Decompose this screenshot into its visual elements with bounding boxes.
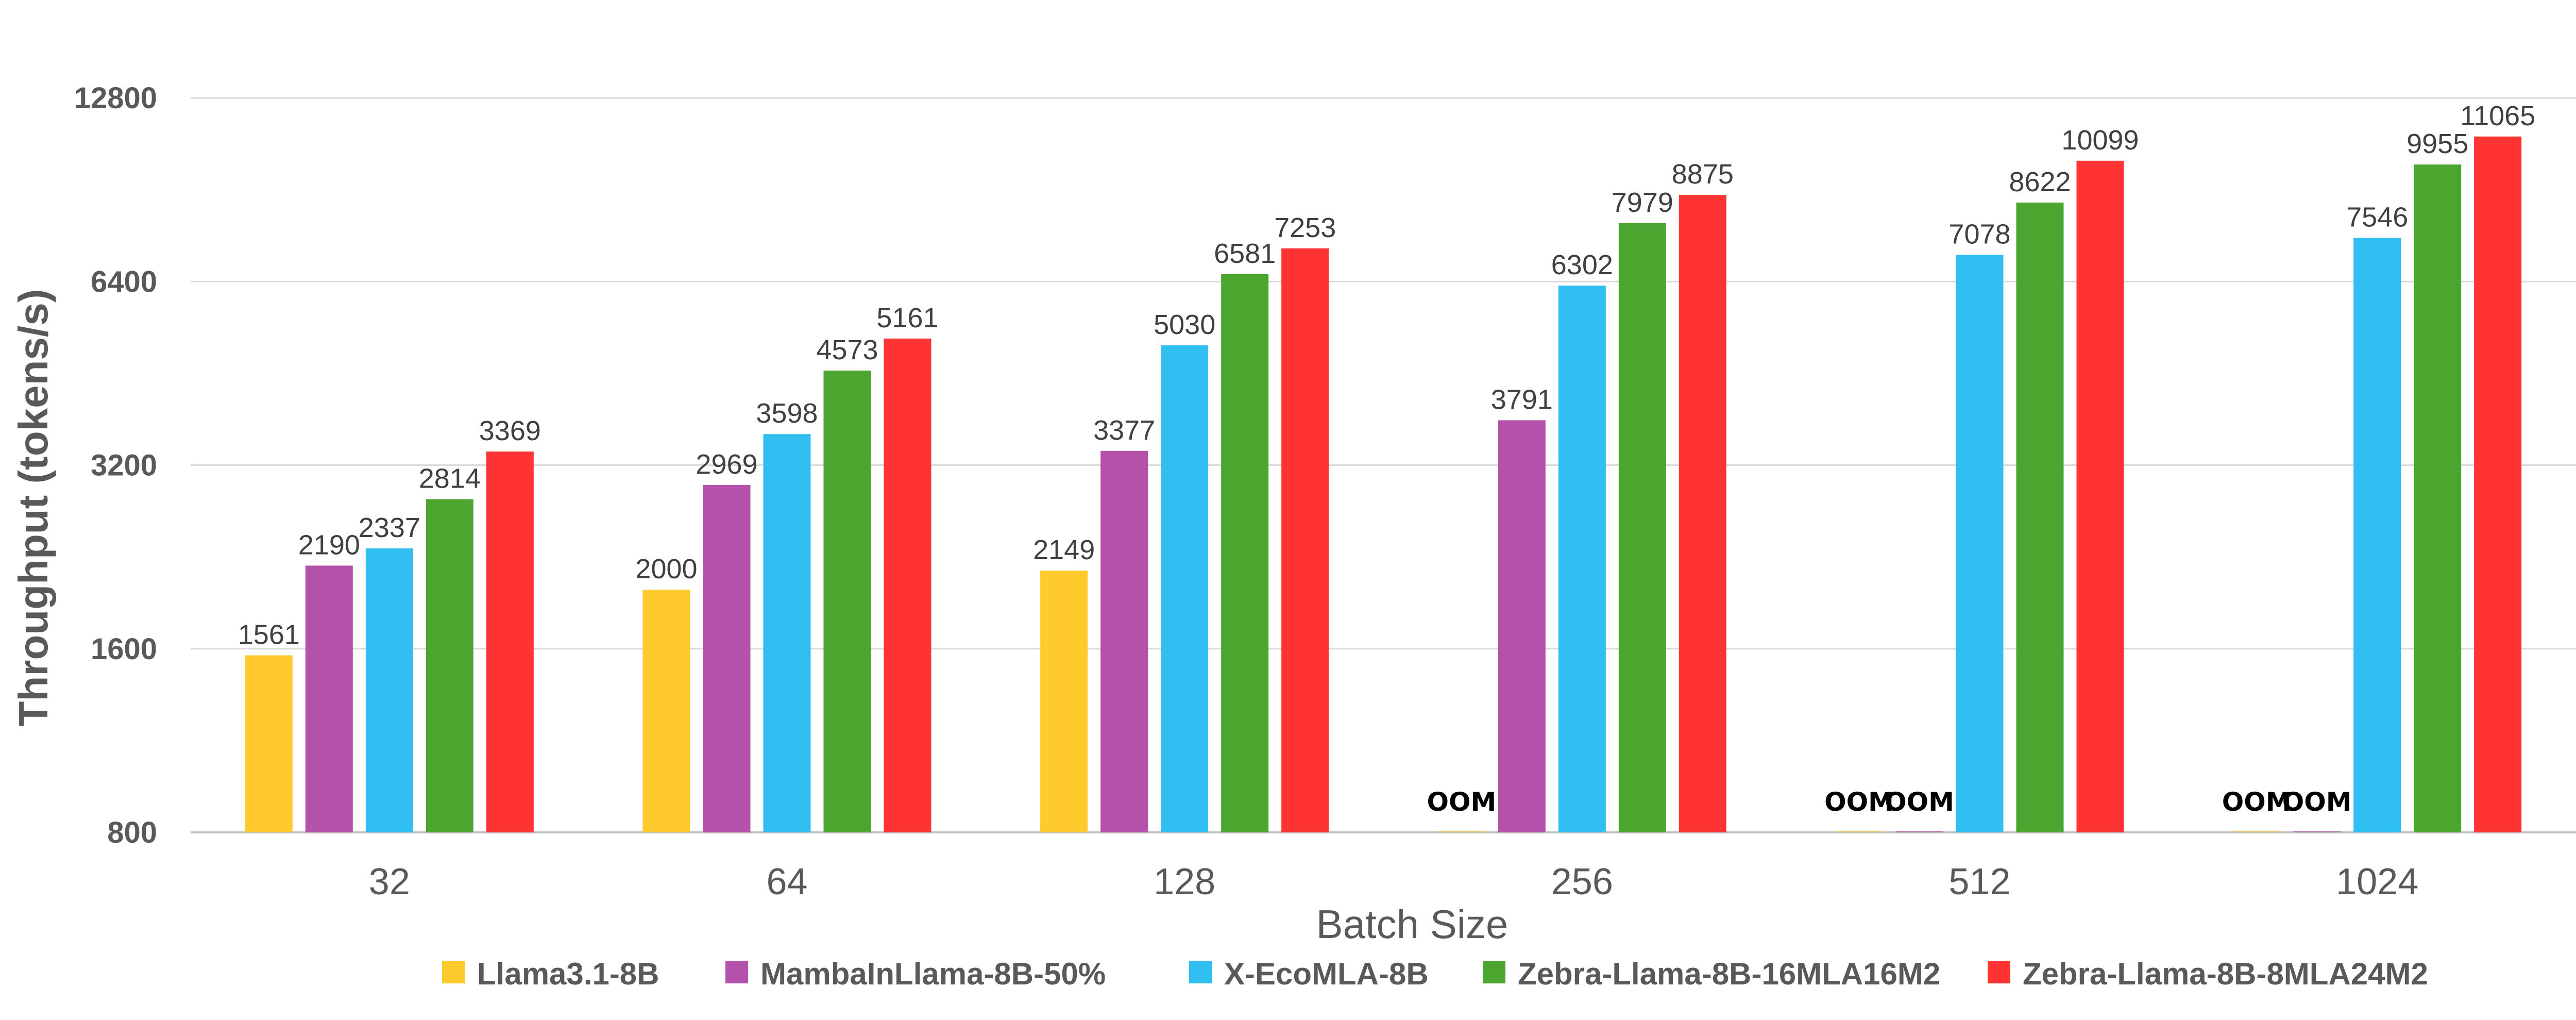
- data-label: 7979: [1612, 187, 1673, 218]
- x-tick-label: 32: [369, 861, 410, 902]
- y-tick-label: 12800: [74, 81, 157, 115]
- data-label: 8622: [2009, 166, 2071, 197]
- bar-oom: [2233, 831, 2281, 832]
- legend-swatch: [725, 961, 748, 983]
- data-label: 8875: [1672, 159, 1734, 190]
- bar-oom: [1437, 831, 1485, 832]
- legend-label: Zebra-Llama-8B-8MLA24M2: [2023, 957, 2428, 991]
- data-label: 3377: [1093, 415, 1155, 446]
- legend-item: X-EcoMLA-8B: [1189, 957, 1429, 991]
- legend-item: MambaInLlama-8B-50%: [725, 957, 1106, 991]
- legend-item: Llama3.1-8B: [442, 957, 659, 991]
- data-label: 9955: [2406, 128, 2468, 159]
- y-tick-label: 3200: [91, 449, 157, 482]
- bar: [1100, 450, 1148, 832]
- x-axis-title: Batch Size: [1316, 901, 1509, 947]
- y-axis-ticks: 800 1600 3200 6400 12800: [74, 81, 157, 849]
- data-label: 6302: [1551, 249, 1613, 280]
- bar: [884, 338, 931, 832]
- legend-swatch: [1483, 961, 1505, 983]
- data-label: 3791: [1491, 384, 1553, 415]
- legend-label: MambaInLlama-8B-50%: [760, 957, 1106, 991]
- bar: [703, 485, 751, 832]
- bar: [642, 590, 690, 832]
- bar-oom: [2293, 831, 2341, 832]
- x-axis-ticks: 32 64 128 256 512 1024: [369, 861, 2418, 902]
- bar: [1040, 571, 1088, 832]
- legend-swatch: [442, 961, 465, 983]
- bar: [2353, 238, 2401, 832]
- bar-oom: [1835, 831, 1883, 832]
- y-tick-label: 800: [107, 816, 157, 849]
- bar: [1281, 248, 1329, 832]
- data-label: 2337: [359, 512, 420, 543]
- bar: [2474, 136, 2522, 832]
- data-label: 10099: [2061, 125, 2139, 156]
- bar: [426, 499, 473, 832]
- legend-label: Zebra-Llama-8B-16MLA16M2: [1518, 957, 1940, 991]
- data-label: 3598: [756, 398, 818, 429]
- bar: [305, 565, 353, 832]
- data-label: 2969: [696, 449, 757, 480]
- bar: [2076, 160, 2124, 833]
- oom-label: OOM: [2222, 787, 2292, 817]
- data-label: 5161: [876, 303, 938, 333]
- legend-item: Zebra-Llama-8B-8MLA24M2: [1988, 957, 2428, 991]
- data-label: 5030: [1154, 309, 1215, 340]
- y-axis-title: Throughput (tokens/s): [10, 289, 56, 727]
- oom-label: OOM: [2282, 787, 2352, 817]
- x-tick-label: 1024: [2336, 861, 2418, 902]
- data-label: 6581: [1214, 238, 1276, 269]
- data-label: 2814: [419, 463, 481, 494]
- x-tick-label: 256: [1551, 861, 1613, 902]
- bar: [823, 371, 871, 832]
- bar: [1618, 223, 1666, 832]
- legend-item: Zebra-Llama-8B-16MLA16M2: [1483, 957, 1940, 991]
- legend-label: Llama3.1-8B: [477, 957, 659, 991]
- bar: [1498, 420, 1546, 832]
- data-label: 7253: [1274, 212, 1336, 243]
- x-tick-label: 128: [1154, 861, 1215, 902]
- x-tick-label: 512: [1948, 861, 2010, 902]
- bar: [1679, 195, 1726, 832]
- oom-label: OOM: [1824, 787, 1894, 817]
- data-label: 7078: [1948, 219, 2010, 249]
- bar: [245, 655, 293, 832]
- legend: Llama3.1-8B MambaInLlama-8B-50% X-EcoMLA-8…: [442, 957, 2428, 991]
- bars: [245, 136, 2522, 833]
- data-label: 4573: [816, 335, 878, 365]
- bar: [1558, 286, 1606, 832]
- bar: [2414, 164, 2462, 832]
- data-label: 1561: [238, 619, 300, 650]
- bar: [2016, 203, 2064, 832]
- y-tick-label: 1600: [91, 632, 157, 666]
- x-tick-label: 64: [766, 861, 807, 902]
- bar: [486, 452, 534, 832]
- data-label: 2149: [1033, 534, 1095, 565]
- bar: [1956, 255, 2004, 833]
- data-label: 7546: [2346, 202, 2408, 233]
- gridlines: [191, 97, 2576, 833]
- bar: [365, 548, 413, 832]
- bar: [763, 434, 811, 832]
- bar-oom: [1895, 831, 1943, 832]
- data-label: 2000: [635, 554, 697, 584]
- y-tick-label: 6400: [91, 265, 157, 298]
- data-label: 2190: [298, 529, 360, 560]
- legend-label: X-EcoMLA-8B: [1224, 957, 1429, 991]
- data-label: 3369: [479, 415, 541, 446]
- legend-swatch: [1189, 961, 1212, 983]
- oom-label: OOM: [1885, 787, 1954, 817]
- bar: [1221, 274, 1269, 833]
- oom-label: OOM: [1427, 787, 1496, 817]
- bar: [1161, 345, 1209, 832]
- data-label: 11065: [2460, 101, 2535, 131]
- legend-swatch: [1988, 961, 2010, 983]
